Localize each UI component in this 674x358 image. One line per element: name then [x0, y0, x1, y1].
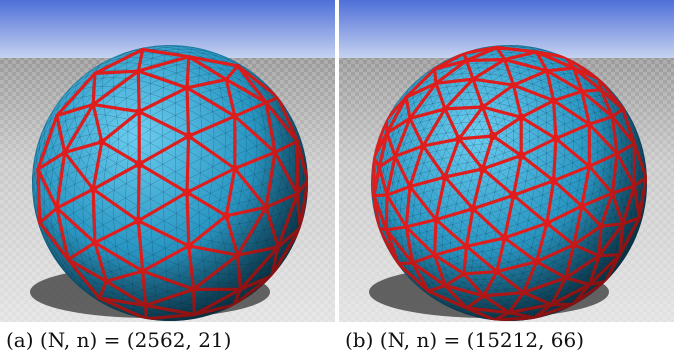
sphere-render-a	[0, 0, 335, 322]
caption-a: (a) (N, n) = (2562, 21)	[6, 328, 232, 352]
figure-panel-a	[0, 0, 335, 322]
sphere-shading	[371, 45, 647, 321]
figure-panel-b	[339, 0, 674, 322]
sphere-shading	[32, 45, 308, 321]
caption-b: (b) (N, n) = (15212, 66)	[345, 328, 585, 352]
sphere-render-b	[339, 0, 674, 322]
